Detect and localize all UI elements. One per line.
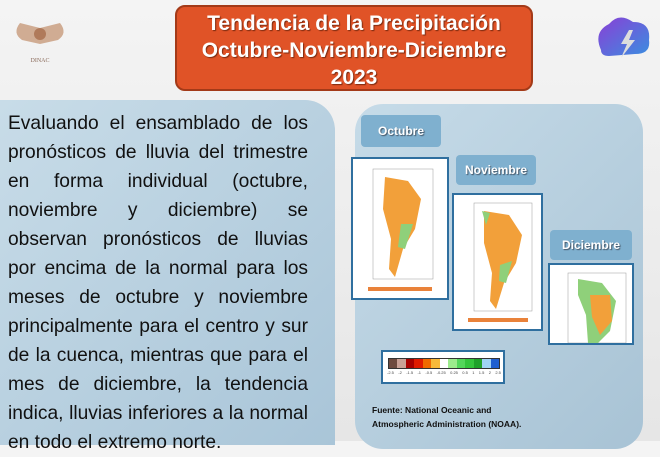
legend-swatch (456, 359, 466, 368)
legend-swatch (473, 359, 483, 368)
legend-tick: 1 (472, 370, 475, 375)
legend-swatch (465, 359, 474, 368)
legend-swatch (490, 359, 500, 368)
svg-text:DINAC: DINAC (31, 58, 50, 64)
label-noviembre: Noviembre (456, 155, 536, 185)
legend-tick: -2 (398, 370, 402, 375)
legend-tick: -1 (417, 370, 422, 375)
source-line-2: Atmospheric Administration (NOAA). (372, 419, 522, 429)
legend-swatch (405, 359, 415, 368)
legend-tick: 1.5 (478, 370, 485, 375)
dinac-logo: DINAC (16, 23, 64, 64)
source-line-1: Fuente: National Oceanic and (372, 405, 492, 415)
legend-ticks: -2.5 -2 -1.5 -1 -0.5 -0.25 0.25 0.5 1 1.5 2 2.5 (387, 370, 501, 375)
legend-tick: 2.5 (495, 370, 501, 375)
legend-tick: -2.5 (387, 370, 394, 375)
legend-tick: -0.25 (436, 370, 446, 375)
title-line-1: Tendencia de la Precipitación (207, 12, 501, 35)
legend-tick: 0.5 (462, 370, 468, 375)
legend-swatch (414, 359, 423, 368)
label-octubre: Octubre (361, 115, 441, 147)
legend-swatch (439, 359, 449, 368)
description-panel: Evaluando el ensamblado de los pronóstic… (0, 100, 335, 453)
legend-swatch (422, 359, 432, 368)
legend-swatch (448, 359, 457, 368)
legend-tick: 2 (488, 370, 491, 375)
legend-swatch (431, 359, 440, 368)
storm-cloud-logo-icon (598, 17, 650, 58)
map-octubre (351, 157, 449, 300)
label-diciembre: Diciembre (550, 230, 632, 260)
title-line-2: Octubre-Noviembre-Diciembre (201, 39, 507, 62)
color-scale-legend: -2.5 -2 -1.5 -1 -0.5 -0.25 0.25 0.5 1 1.5 2 2.5 (381, 350, 505, 384)
legend-swatch (397, 359, 406, 368)
map-noviembre (452, 193, 543, 331)
legend-swatch (482, 359, 491, 368)
legend-tick: 0.25 (450, 370, 458, 375)
legend-tick: -0.5 (425, 370, 433, 375)
legend-swatch (389, 359, 398, 368)
description-text: Evaluando el ensamblado de los pronóstic… (8, 113, 308, 453)
title-line-3: 2023 (330, 66, 378, 89)
source-note: Fuente: National Oceanic and Atmospheric… (372, 403, 521, 431)
legend-color-bar (388, 358, 500, 369)
slide-title: Tendencia de la Precipitación Octubre-No… (175, 5, 533, 91)
map-diciembre (548, 263, 634, 345)
legend-tick: -1.5 (406, 370, 414, 375)
